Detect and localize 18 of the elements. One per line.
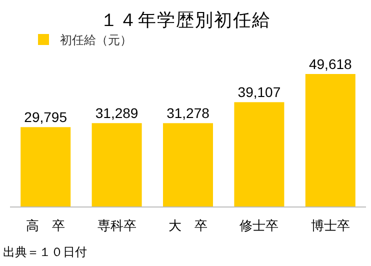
source-note: 出典＝１０日付 [3,245,87,259]
bar [234,102,284,207]
x-tick-label: 博士卒 [310,218,350,233]
chart-title: １４年学歴別初任給 [100,10,271,30]
bar [92,123,142,207]
legend-label: 初任給（元） [60,33,132,47]
x-tick-label: 修士卒 [240,218,279,233]
bar [163,123,213,207]
data-label: 29,795 [24,109,68,126]
data-label: 31,278 [166,105,210,122]
x-tick-label: 大 卒 [168,218,208,233]
data-label: 39,107 [238,84,281,100]
data-label: 49,618 [308,56,352,72]
x-tick-label: 高 卒 [26,218,66,233]
bar [305,74,356,207]
x-tick-label: 専科卒 [97,218,136,233]
bar [20,127,71,207]
data-label: 31,289 [95,105,138,122]
